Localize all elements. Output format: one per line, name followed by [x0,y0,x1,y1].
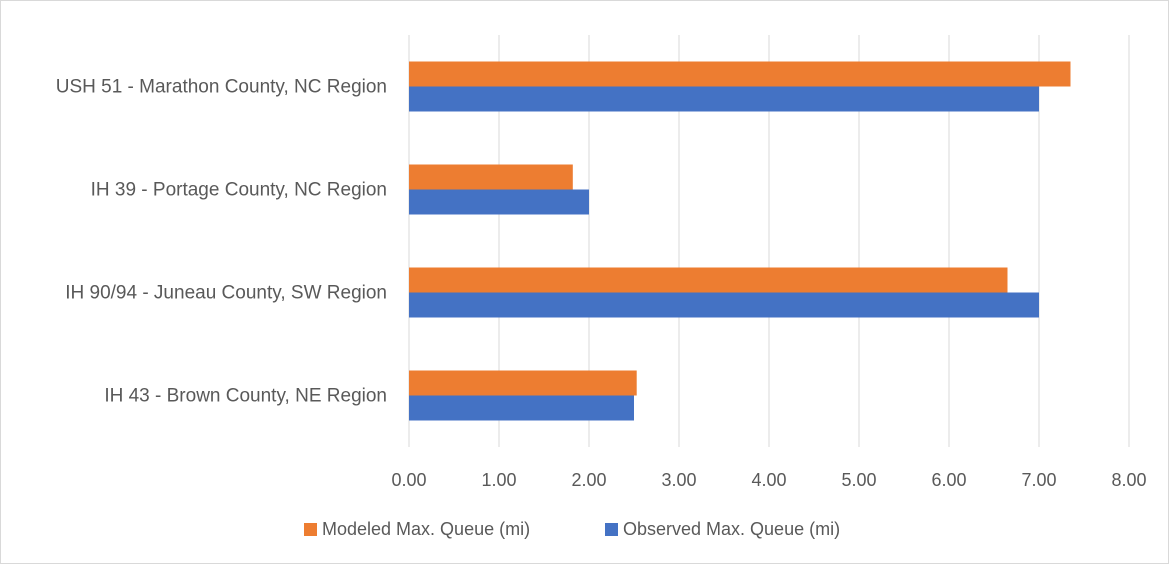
bar-modeled [409,267,1008,293]
bar-observed [409,86,1039,112]
legend-swatch [304,523,317,536]
category-label: IH 90/94 - Juneau County, SW Region [65,283,387,304]
x-tick-label: 5.00 [841,470,876,490]
legend: Modeled Max. Queue (mi) Observed Max. Que… [304,519,840,539]
x-tick-label: 1.00 [481,470,516,490]
x-tick-label: 6.00 [931,470,966,490]
x-tick-label: 8.00 [1111,470,1146,490]
legend-label: Observed Max. Queue (mi) [623,519,840,539]
bar-observed [409,189,589,215]
x-tick-label: 7.00 [1021,470,1056,490]
x-tick-label: 3.00 [661,470,696,490]
category-label: IH 39 - Portage County, NC Region [91,180,387,201]
x-tick-label: 0.00 [391,470,426,490]
category-label: USH 51 - Marathon County, NC Region [56,77,387,98]
legend-swatch [605,523,618,536]
x-tick-label: 4.00 [751,470,786,490]
bar-observed [409,292,1039,318]
category-labels: USH 51 - Marathon County, NC Region IH 39… [56,77,387,407]
bar-modeled [409,164,573,190]
bars [409,61,1071,421]
bar-observed [409,395,634,421]
x-tick-labels: 0.00 1.00 2.00 3.00 4.00 5.00 6.00 7.00 8.00 [391,470,1146,490]
x-tick-label: 2.00 [571,470,606,490]
bar-modeled [409,370,637,396]
category-label: IH 43 - Brown County, NE Region [104,386,387,407]
legend-label: Modeled Max. Queue (mi) [322,519,530,539]
bar-modeled [409,61,1071,87]
